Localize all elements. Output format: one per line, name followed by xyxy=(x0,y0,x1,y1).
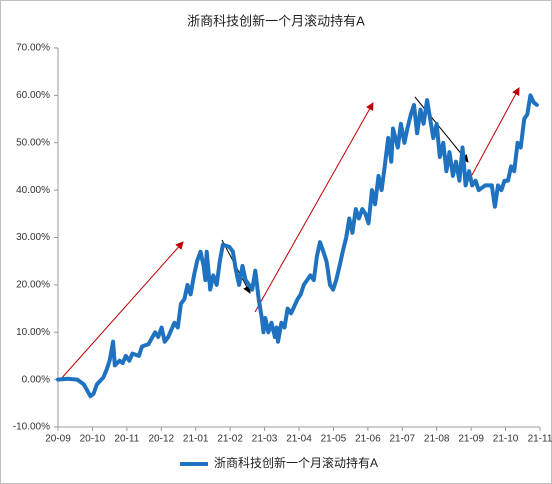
trend-arrow xyxy=(254,102,374,313)
y-tick-label: 0.00% xyxy=(22,374,50,385)
x-tick-label: 21-08 xyxy=(424,434,450,445)
x-tick-label: 20-09 xyxy=(45,434,71,445)
x-tick-label: 21-06 xyxy=(355,434,381,445)
y-tick-label: -10.00% xyxy=(13,422,50,433)
x-tick-label: 21-07 xyxy=(389,434,415,445)
y-tick-label: 70.00% xyxy=(16,43,50,54)
legend-label: 浙商科技创新一个月滚动持有A xyxy=(214,455,378,470)
x-tick-label: 21-09 xyxy=(458,434,484,445)
x-tick-label: 21-04 xyxy=(286,434,312,445)
y-tick-label: 30.00% xyxy=(16,232,50,243)
x-tick-label: 21-02 xyxy=(217,434,243,445)
x-tick-label: 21-03 xyxy=(252,434,278,445)
y-tick-label: 40.00% xyxy=(16,185,50,196)
trend-arrow xyxy=(59,241,184,381)
x-tick-label: 20-12 xyxy=(148,434,174,445)
trend-arrow xyxy=(414,96,469,163)
chart-title: 浙商科技创新一个月滚动持有A xyxy=(187,13,365,28)
x-tick-label: 21-05 xyxy=(321,434,347,445)
x-tick-label: 20-10 xyxy=(80,434,106,445)
y-tick-label: 20.00% xyxy=(16,280,50,291)
line-series xyxy=(56,93,539,399)
x-tick-label: 20-11 xyxy=(114,434,139,445)
trend-arrow xyxy=(471,87,520,176)
y-tick-label: 10.00% xyxy=(16,327,50,338)
x-tick-label: 21-10 xyxy=(493,434,519,445)
x-tick-label: 21-01 xyxy=(183,434,209,445)
y-tick-label: 50.00% xyxy=(16,137,50,148)
y-tick-label: 60.00% xyxy=(16,90,50,101)
x-tick-label: 21-11 xyxy=(528,434,552,445)
